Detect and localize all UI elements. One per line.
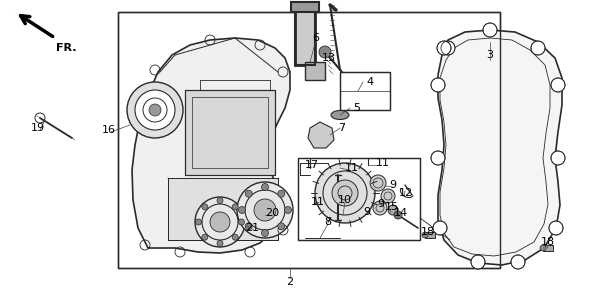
Circle shape [195, 219, 202, 225]
Bar [425, 232, 435, 238]
Circle shape [422, 232, 428, 238]
Text: 9: 9 [363, 207, 371, 217]
Circle shape [127, 82, 183, 138]
Text: 11: 11 [311, 197, 325, 207]
Circle shape [540, 245, 546, 251]
Circle shape [394, 211, 402, 219]
Circle shape [549, 221, 563, 235]
Circle shape [261, 184, 268, 191]
Text: 11: 11 [376, 158, 390, 168]
Circle shape [441, 41, 455, 55]
Circle shape [551, 151, 565, 165]
Circle shape [370, 175, 386, 191]
Circle shape [237, 182, 293, 238]
Circle shape [431, 151, 445, 165]
Bar [298, 158, 420, 240]
Text: 12: 12 [399, 188, 413, 198]
Circle shape [315, 163, 375, 223]
Circle shape [195, 197, 245, 247]
Bar [168, 178, 278, 240]
Bar [298, 158, 420, 240]
Circle shape [511, 255, 525, 269]
Text: 9: 9 [378, 199, 385, 209]
Text: 13: 13 [322, 53, 336, 63]
Circle shape [135, 90, 175, 130]
Circle shape [332, 180, 358, 206]
Text: 20: 20 [265, 208, 279, 218]
Circle shape [232, 204, 238, 210]
Text: 4: 4 [366, 77, 373, 87]
Circle shape [149, 104, 161, 116]
Circle shape [245, 223, 253, 230]
Text: 2: 2 [286, 277, 294, 287]
Text: 5: 5 [353, 103, 360, 113]
Bar [118, 12, 500, 268]
Polygon shape [438, 30, 562, 265]
Text: 16: 16 [102, 125, 116, 135]
Bar [192, 97, 268, 168]
Circle shape [551, 78, 565, 92]
Circle shape [373, 201, 387, 215]
Circle shape [278, 223, 285, 230]
Circle shape [531, 41, 545, 55]
Circle shape [284, 206, 291, 213]
Circle shape [238, 219, 244, 225]
Circle shape [254, 199, 276, 221]
Bar [185, 90, 275, 175]
Circle shape [381, 189, 395, 203]
Text: 21: 21 [245, 223, 259, 233]
Circle shape [471, 255, 485, 269]
Circle shape [202, 234, 208, 240]
Text: 19: 19 [31, 123, 45, 133]
Ellipse shape [331, 110, 349, 119]
Polygon shape [15, 12, 48, 35]
Bar [340, 72, 390, 110]
Circle shape [210, 212, 230, 232]
Text: 18: 18 [541, 237, 555, 247]
Bar [291, 2, 319, 12]
Circle shape [319, 46, 331, 58]
Text: 7: 7 [339, 123, 346, 133]
Circle shape [245, 190, 253, 197]
Circle shape [431, 78, 445, 92]
Text: 15: 15 [385, 202, 399, 212]
Text: 18: 18 [421, 227, 435, 237]
Text: 6: 6 [313, 33, 320, 43]
Text: FR.: FR. [56, 43, 77, 53]
Circle shape [278, 190, 285, 197]
Circle shape [238, 206, 245, 213]
Text: 3: 3 [487, 50, 493, 60]
Circle shape [483, 23, 497, 37]
Text: 10: 10 [338, 195, 352, 205]
Text: 14: 14 [394, 208, 408, 218]
Bar [118, 12, 500, 268]
Circle shape [202, 204, 208, 210]
Circle shape [388, 205, 398, 215]
Circle shape [261, 229, 268, 237]
Circle shape [433, 221, 447, 235]
Text: 17: 17 [305, 160, 319, 170]
Polygon shape [308, 122, 334, 148]
Bar [543, 245, 553, 251]
Circle shape [217, 240, 223, 247]
Text: 8: 8 [324, 217, 332, 227]
Circle shape [217, 197, 223, 203]
Bar [185, 90, 275, 175]
Bar [168, 178, 278, 240]
Polygon shape [132, 38, 290, 253]
Bar [305, 62, 325, 80]
Bar [295, 5, 315, 65]
Circle shape [437, 41, 451, 55]
Text: 9: 9 [389, 180, 396, 190]
Text: 11: 11 [345, 163, 359, 173]
Bar [295, 5, 315, 65]
Circle shape [232, 234, 238, 240]
Bar [340, 72, 390, 110]
